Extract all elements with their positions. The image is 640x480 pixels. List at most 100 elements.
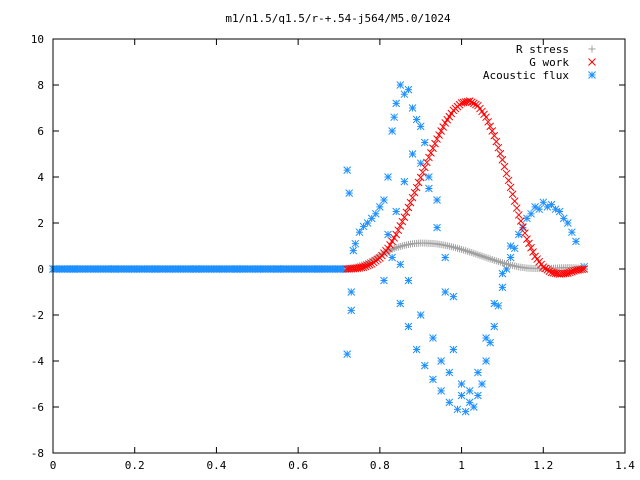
data-point xyxy=(469,99,478,108)
data-point xyxy=(400,177,409,186)
data-point xyxy=(359,263,368,272)
data-point xyxy=(498,155,507,164)
data-point xyxy=(404,203,413,212)
data-point xyxy=(420,163,429,172)
x-tick-label: 0.8 xyxy=(370,459,390,472)
data-point xyxy=(510,197,519,206)
data-point xyxy=(355,228,364,237)
data-point xyxy=(523,235,531,243)
y-tick-label: -6 xyxy=(31,401,44,414)
data-point xyxy=(441,253,450,262)
x-tick-label: 1 xyxy=(458,459,465,472)
data-point xyxy=(457,391,466,400)
data-point xyxy=(347,288,356,296)
data-point xyxy=(484,117,492,126)
data-point xyxy=(568,267,576,276)
legend-marker xyxy=(588,58,596,66)
data-point xyxy=(498,283,507,292)
data-point xyxy=(392,207,401,216)
data-point xyxy=(545,267,554,275)
axis-tick-labels: 0 0.2 0.4 0.6 0.8 1 1.2 1.4 -8 -6 -4 -2 0 2 4 6 8 10 xyxy=(31,33,636,472)
data-point xyxy=(416,311,425,319)
data-point xyxy=(529,248,537,256)
data-point xyxy=(347,306,356,315)
data-point xyxy=(506,253,515,262)
data-point xyxy=(408,150,417,158)
data-point xyxy=(439,123,448,131)
data-point xyxy=(343,350,352,358)
data-point xyxy=(418,168,427,177)
data-point xyxy=(461,407,470,416)
y-tick-label: 0 xyxy=(37,263,44,276)
data-point xyxy=(490,131,499,140)
legend-marker xyxy=(588,71,596,79)
data-point xyxy=(429,375,437,384)
data-point xyxy=(492,137,501,146)
data-point xyxy=(467,98,476,107)
data-point xyxy=(500,162,509,171)
data-point xyxy=(427,148,435,157)
y-tick-label: 2 xyxy=(37,217,44,230)
data-point xyxy=(563,219,572,227)
data-point xyxy=(437,127,445,135)
data-point xyxy=(482,334,490,342)
data-point xyxy=(441,288,450,296)
data-point xyxy=(422,158,431,167)
data-point xyxy=(519,223,527,231)
data-point xyxy=(396,81,405,89)
chart-title: m1/n1.5/q1.5/r-+.54-j564/M5.0/1024 xyxy=(225,12,451,25)
series-g-work xyxy=(343,97,588,278)
data-point xyxy=(563,269,572,277)
data-point xyxy=(478,380,486,388)
data-point xyxy=(490,322,499,331)
data-point xyxy=(416,122,425,131)
x-tick-label: 0.6 xyxy=(288,459,308,472)
data-point xyxy=(551,205,560,214)
data-point xyxy=(420,138,429,147)
data-point xyxy=(469,403,478,411)
data-point xyxy=(535,205,544,214)
data-point xyxy=(429,334,437,342)
data-point xyxy=(390,113,399,122)
data-point xyxy=(482,357,490,365)
data-point xyxy=(431,139,439,148)
data-point xyxy=(474,391,482,400)
x-tick-label: 1.4 xyxy=(615,459,635,472)
data-point xyxy=(506,183,515,192)
data-point xyxy=(392,99,401,108)
data-point xyxy=(371,209,380,218)
data-point xyxy=(343,166,352,174)
data-point xyxy=(388,127,396,135)
data-point xyxy=(404,322,413,331)
series-r-stress xyxy=(343,239,588,273)
data-point xyxy=(384,173,392,181)
data-point xyxy=(502,169,511,178)
x-tick-label: 1.2 xyxy=(533,459,553,472)
x-tick-label: 0.4 xyxy=(206,459,226,472)
data-point xyxy=(345,189,354,197)
data-point xyxy=(565,268,574,277)
data-point xyxy=(361,262,370,271)
data-point xyxy=(508,190,517,199)
data-point xyxy=(398,217,407,226)
data-point xyxy=(408,193,417,202)
data-point xyxy=(465,387,474,395)
data-point xyxy=(435,131,443,139)
data-point xyxy=(525,239,533,248)
data-point xyxy=(412,183,421,192)
data-point xyxy=(512,204,521,212)
data-point xyxy=(376,203,384,211)
data-point xyxy=(504,176,513,185)
data-point xyxy=(380,276,388,285)
data-point xyxy=(425,173,433,181)
data-point xyxy=(568,228,576,237)
y-tick-label: -8 xyxy=(31,447,44,460)
data-point xyxy=(365,260,374,269)
data-point xyxy=(437,387,445,395)
data-point xyxy=(465,97,474,105)
data-point xyxy=(433,135,441,143)
data-point xyxy=(392,230,401,239)
data-point xyxy=(396,222,405,230)
data-point xyxy=(420,361,429,370)
